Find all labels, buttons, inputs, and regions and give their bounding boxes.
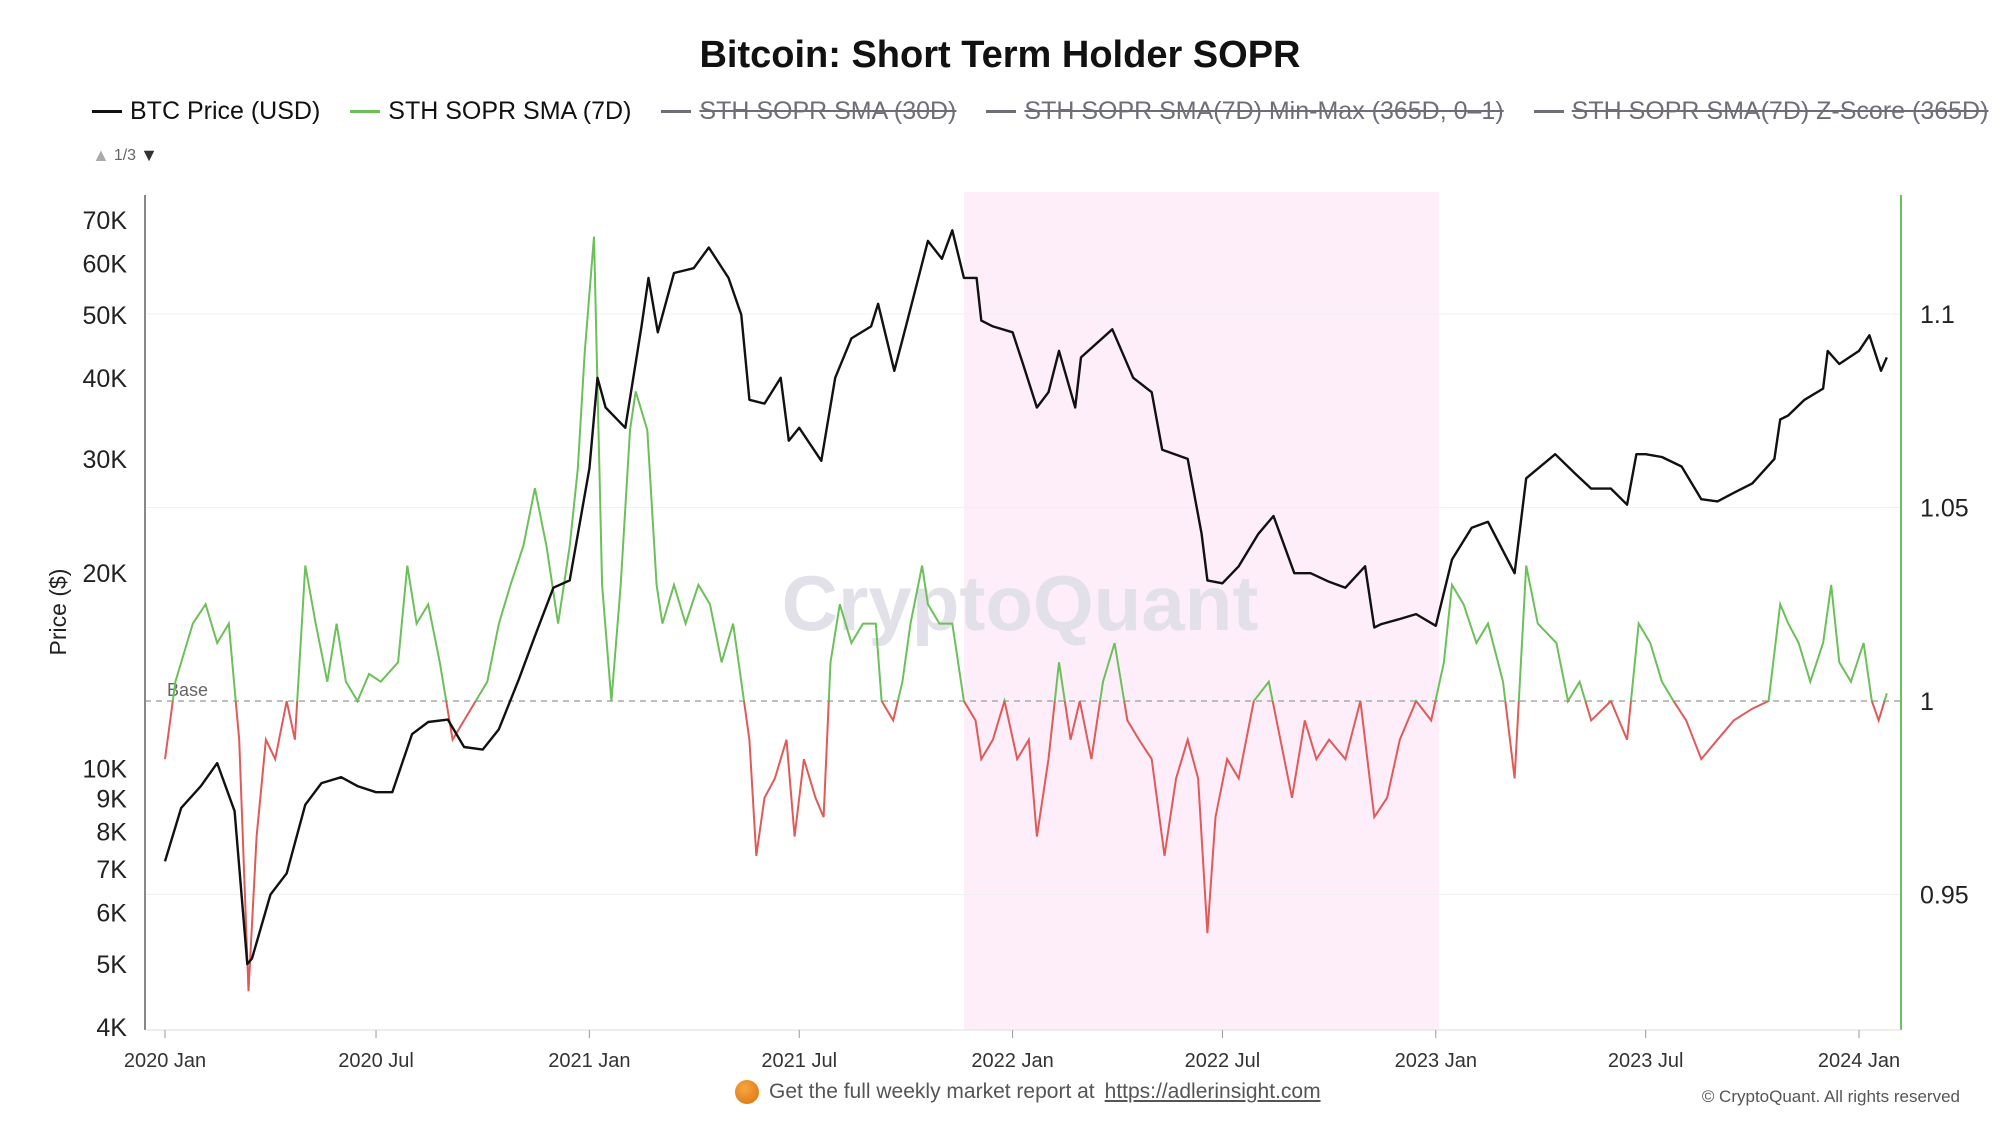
x-tick-label: 2023 Jul (1608, 1050, 1684, 1072)
y-axis-label: Price ($) (45, 569, 71, 656)
legend-label: BTC Price (USD) (130, 97, 321, 125)
chart-title: Bitcoin: Short Term Holder SOPR (699, 34, 1301, 76)
copyright: © CryptoQuant. All rights reserved (1701, 1087, 1960, 1106)
legend-swatch (92, 110, 122, 113)
pager-text: 1/3 (113, 146, 137, 164)
watermark: CryptoQuant (782, 559, 1259, 647)
right-tick-label: 1.1 (1920, 301, 1955, 329)
x-tick-label: 2024 Jan (1818, 1050, 1900, 1072)
x-tick-label: 2022 Jul (1185, 1050, 1261, 1072)
pager-down-icon[interactable]: ▼ (140, 145, 158, 165)
left-tick-label: 60K (83, 250, 128, 278)
btc-price-line (163, 229, 1888, 966)
pager-up-icon[interactable]: ▲ (92, 145, 110, 165)
legend-swatch (350, 110, 381, 113)
left-tick-label: 5K (96, 951, 127, 979)
highlight-band (963, 192, 1440, 1030)
x-tick-label: 2022 Jan (971, 1050, 1053, 1072)
legend-item-sopr-zscore[interactable]: STH SOPR SMA(7D) Z-Score (365D) (1533, 97, 1989, 126)
legend: BTC Price (USD) STH SOPR SMA (7D) STH SO… (92, 97, 1988, 126)
footer: Get the full weekly market report at htt… (735, 1080, 1321, 1104)
x-tick-label: 2021 Jul (761, 1050, 837, 1072)
left-tick-label: 30K (83, 446, 128, 474)
legend-pager: ▲ 1/3 ▼ (92, 145, 158, 166)
sopr-7d-line-above (171, 236, 1888, 701)
right-tick-label: 0.95 (1920, 882, 1969, 910)
left-tick-label: 40K (83, 365, 128, 393)
legend-swatch (1533, 110, 1564, 113)
right-tick-label: 1 (1920, 688, 1934, 716)
footer-text: Get the full weekly market report at (769, 1080, 1095, 1103)
x-tick-label: 2021 Jan (548, 1050, 630, 1072)
legend-swatch (986, 110, 1017, 113)
left-tick-label: 50K (83, 302, 128, 330)
left-tick-label: 70K (83, 207, 128, 235)
legend-label: STH SOPR SMA (7D) (388, 97, 632, 125)
legend-label: STH SOPR SMA(7D) Z-Score (365D) (1571, 97, 1989, 125)
x-tick-label: 2020 Jul (338, 1050, 414, 1072)
legend-label: STH SOPR SMA (30D) (699, 97, 957, 125)
left-tick-label: 20K (83, 560, 128, 588)
legend-item-btc-price[interactable]: BTC Price (USD) (92, 97, 320, 126)
left-tick-label: 7K (96, 856, 127, 884)
base-label: Base (167, 680, 208, 700)
report-icon (735, 1080, 759, 1104)
legend-label: STH SOPR SMA(7D) Min-Max (365D, 0–1) (1024, 97, 1504, 125)
x-tick-label: 2020 Jan (124, 1050, 206, 1072)
report-link[interactable]: https://adlerinsight.com (1104, 1080, 1321, 1103)
left-tick-label: 4K (96, 1014, 127, 1042)
legend-item-sopr-7d[interactable]: STH SOPR SMA (7D) (350, 97, 631, 126)
left-tick-label: 8K (96, 819, 127, 847)
legend-item-sopr-30d[interactable]: STH SOPR SMA (30D) (661, 97, 956, 126)
left-tick-label: 9K (96, 785, 127, 813)
right-tick-label: 1.05 (1920, 495, 1969, 523)
left-tick-label: 10K (83, 756, 128, 784)
left-tick-label: 6K (96, 900, 127, 928)
legend-swatch (661, 110, 692, 113)
legend-item-sopr-minmax[interactable]: STH SOPR SMA(7D) Min-Max (365D, 0–1) (986, 97, 1504, 126)
x-tick-label: 2023 Jan (1395, 1050, 1477, 1072)
